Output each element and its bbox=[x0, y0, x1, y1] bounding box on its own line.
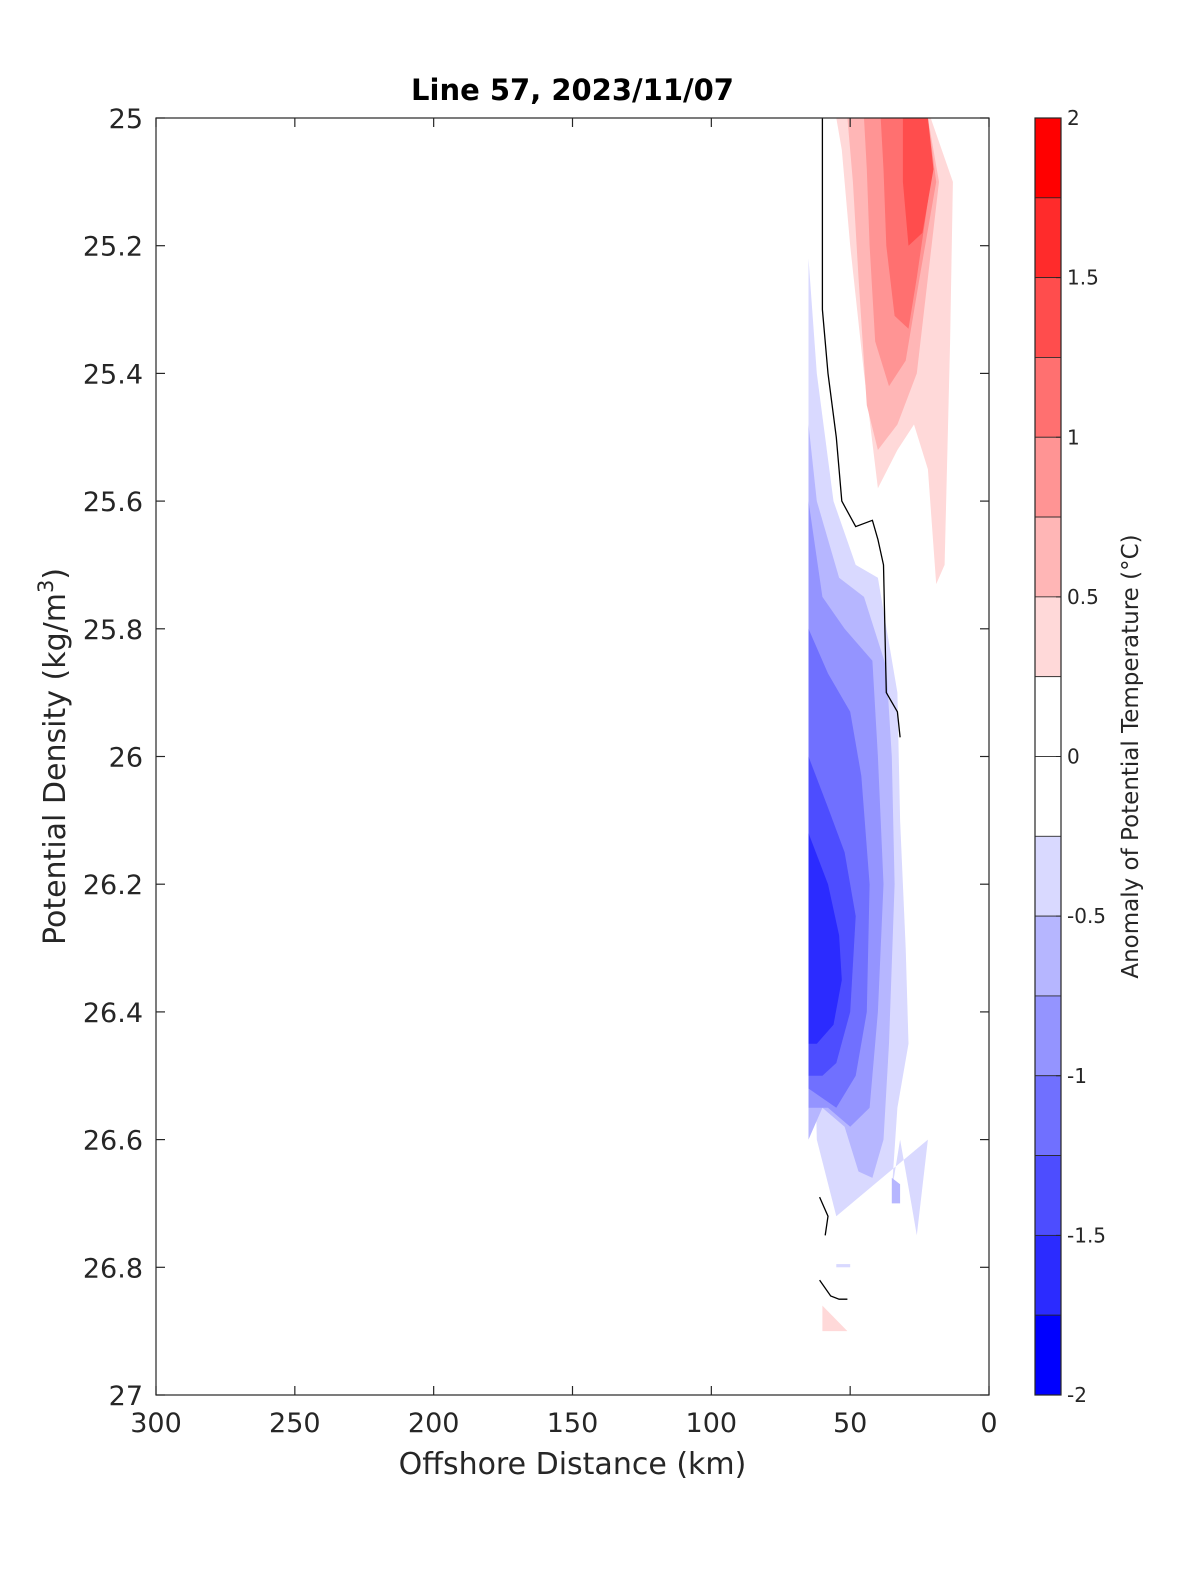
colorbar-level-2 bbox=[1034, 277, 1062, 358]
y-tick-label: 26.6 bbox=[83, 1126, 143, 1157]
zero-contour-2 bbox=[819, 1279, 848, 1300]
colorbar-level-0 bbox=[1034, 117, 1062, 199]
colorbar-tick-label: 0.5 bbox=[1067, 585, 1099, 609]
x-tick-label: 50 bbox=[833, 1408, 867, 1439]
colorbar-tick-label: -2 bbox=[1067, 1383, 1087, 1407]
x-tick-label: 200 bbox=[408, 1408, 460, 1439]
x-tick-label: 100 bbox=[686, 1408, 738, 1439]
y-axis-title-base: Potential Density (kg/m bbox=[38, 593, 73, 945]
y-tick-label: 25.8 bbox=[83, 615, 143, 646]
colorbar-level-8 bbox=[1034, 756, 1062, 837]
y-axis-title-close: ) bbox=[38, 568, 73, 580]
zero-contour-0 bbox=[821, 118, 901, 738]
y-tick-label: 25.4 bbox=[83, 359, 143, 390]
zero-contour-lines bbox=[819, 118, 901, 1300]
y-tick-label: 25.6 bbox=[83, 487, 143, 518]
colorbar-level-7 bbox=[1034, 676, 1062, 757]
chart-title: Line 57, 2023/11/07 bbox=[411, 73, 734, 107]
colorbar-tick-label: -0.5 bbox=[1067, 904, 1106, 928]
y-tick-label: 25.2 bbox=[83, 232, 143, 263]
x-tick-label: 0 bbox=[980, 1408, 997, 1439]
x-tick-label: 300 bbox=[130, 1408, 182, 1439]
colorbar-level-12 bbox=[1034, 1075, 1062, 1156]
y-tick-label: 26.2 bbox=[83, 870, 143, 901]
colorbar-tick-label: 2 bbox=[1067, 106, 1080, 130]
x-tick-label: 150 bbox=[547, 1408, 599, 1439]
colorbar-tick-label: -1 bbox=[1067, 1064, 1087, 1088]
x-axis-title: Offshore Distance (km) bbox=[399, 1447, 747, 1482]
zero-contour-1 bbox=[819, 1196, 829, 1236]
contour-region-10 bbox=[808, 833, 842, 1044]
colorbar-level-1 bbox=[1034, 197, 1062, 279]
contour-regions bbox=[808, 118, 953, 1332]
y-tick-label: 25 bbox=[109, 104, 143, 135]
colorbar-level-10 bbox=[1034, 915, 1062, 997]
colorbar-level-14 bbox=[1034, 1234, 1062, 1316]
colorbar-tick-label: 1.5 bbox=[1067, 266, 1099, 290]
colorbar-tick-label: 1 bbox=[1067, 425, 1080, 449]
y-tick-label: 26 bbox=[109, 743, 143, 774]
y-tick-label: 26.8 bbox=[83, 1253, 143, 1284]
y-tick-label: 26.4 bbox=[83, 998, 143, 1029]
y-axis-title-superscript: 3 bbox=[34, 580, 58, 593]
contour-region-11 bbox=[891, 1177, 901, 1204]
colorbar: 2 1.5 1 0.5 0 -0.5 -1 -1.5 -2 bbox=[1034, 106, 1106, 1407]
contour-region-13 bbox=[822, 1305, 848, 1332]
colorbar-level-9 bbox=[1034, 835, 1062, 917]
colorbar-tick-label: -1.5 bbox=[1067, 1223, 1106, 1247]
colorbar-level-11 bbox=[1034, 995, 1062, 1077]
y-axis-title: Potential Density (kg/m3) bbox=[34, 568, 73, 945]
colorbar-level-5 bbox=[1034, 516, 1062, 598]
colorbar-level-13 bbox=[1034, 1155, 1062, 1236]
colorbar-tick-label: 0 bbox=[1067, 745, 1080, 769]
colorbar-level-6 bbox=[1034, 596, 1062, 678]
plot-area bbox=[156, 118, 989, 1395]
y-axis: 25 25.2 25.4 25.6 25.8 26 26.2 26.4 26.6 26.8 27 bbox=[83, 104, 989, 1412]
colorbar-level-15 bbox=[1034, 1314, 1062, 1396]
y-tick-label: 27 bbox=[109, 1381, 143, 1412]
contour-region-4 bbox=[902, 118, 934, 246]
x-axis: 300 250 200 150 100 50 0 bbox=[130, 118, 998, 1439]
colorbar-level-4 bbox=[1034, 436, 1062, 518]
x-tick-label: 250 bbox=[269, 1408, 321, 1439]
colorbar-level-3 bbox=[1034, 357, 1062, 438]
contour-region-12 bbox=[836, 1264, 851, 1268]
colorbar-title: Anomaly of Potential Temperature (°C) bbox=[1118, 534, 1144, 978]
